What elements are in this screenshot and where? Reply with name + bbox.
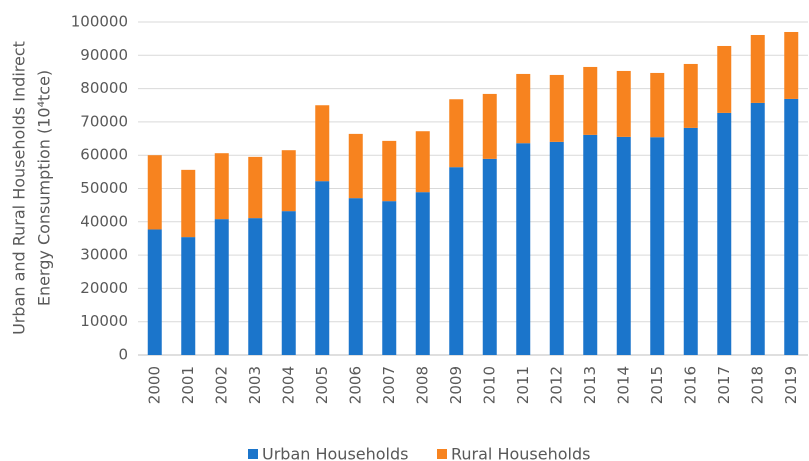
bar-segment	[449, 167, 464, 355]
x-tick-label: 2018	[748, 366, 766, 404]
y-tick-label: 50000	[80, 179, 128, 197]
x-tick-label: 2013	[581, 366, 599, 404]
y-tick-label: 0	[118, 346, 128, 364]
bar-segment	[415, 192, 430, 355]
bar-segment	[616, 70, 631, 137]
y-tick-label: 40000	[80, 212, 128, 230]
bar-segment	[549, 141, 564, 355]
bar-segment	[683, 127, 698, 355]
legend-label: Urban Households	[262, 445, 408, 461]
bar-segment	[750, 34, 765, 103]
y-axis-label: Urban and Rural Households Indirect	[10, 41, 29, 335]
bar-segment	[147, 155, 162, 230]
legend-swatch	[248, 449, 258, 459]
bar-segment	[516, 143, 531, 355]
bar-segment	[315, 105, 330, 182]
y-tick-label: 10000	[80, 312, 128, 330]
bar-segment	[214, 153, 229, 220]
bar-segment	[281, 150, 296, 212]
y-tick-label: 80000	[80, 79, 128, 97]
bar-segment	[147, 229, 162, 355]
bar-segment	[717, 45, 732, 113]
x-tick-label: 2017	[715, 366, 733, 404]
x-tick-label: 2015	[648, 366, 666, 404]
x-tick-label: 2008	[413, 366, 431, 404]
bar-segment	[281, 211, 296, 355]
y-tick-label: 20000	[80, 279, 128, 297]
x-tick-label: 2002	[212, 366, 230, 404]
bar-segment	[315, 181, 330, 355]
y-tick-label: 60000	[80, 146, 128, 164]
x-tick-label: 2010	[480, 366, 498, 404]
bar-segment	[650, 137, 665, 355]
bar-segment	[482, 93, 497, 159]
legend-label: Rural Households	[451, 445, 590, 461]
bar-segment	[784, 98, 799, 355]
bar-segment	[382, 201, 397, 355]
bar-segment	[650, 72, 665, 138]
bar-segment	[717, 112, 732, 355]
bar-segment	[616, 136, 631, 355]
x-tick-label: 2012	[547, 366, 565, 404]
bar-segment	[348, 133, 363, 199]
bar-segment	[482, 158, 497, 355]
y-tick-label: 70000	[80, 112, 128, 130]
bar-segment	[248, 218, 263, 355]
bar-segment	[583, 66, 598, 135]
x-tick-label: 2003	[246, 366, 264, 404]
bar-segment	[382, 140, 397, 202]
bar-segment	[750, 102, 765, 355]
x-tick-label: 2001	[179, 366, 197, 404]
x-tick-label: 2011	[514, 366, 532, 404]
bar-segment	[415, 131, 430, 193]
x-tick-label: 2016	[681, 366, 699, 404]
bar-segment	[248, 156, 263, 219]
y-tick-label: 100000	[71, 13, 128, 31]
bar-segment	[583, 134, 598, 355]
bar-segment	[449, 99, 464, 168]
bar-segment	[784, 31, 799, 99]
x-tick-label: 2006	[346, 366, 364, 404]
bar-segment	[348, 198, 363, 355]
bar-segment	[516, 73, 531, 144]
y-axis-label: Energy Consumption (10⁴tce)	[35, 70, 54, 306]
x-tick-label: 2000	[145, 366, 163, 404]
x-tick-label: 2019	[782, 366, 800, 404]
bar-segment	[214, 219, 229, 355]
x-tick-label: 2004	[279, 366, 297, 404]
bar-segment	[549, 74, 564, 142]
bar-segment	[683, 63, 698, 128]
legend-swatch	[437, 449, 447, 459]
bar-segment	[181, 237, 196, 355]
x-tick-label: 2014	[614, 366, 632, 404]
y-tick-label: 30000	[80, 246, 128, 264]
x-tick-label: 2007	[380, 366, 398, 404]
x-tick-label: 2009	[447, 366, 465, 404]
bar-segment	[181, 169, 196, 238]
x-tick-label: 2005	[313, 366, 331, 404]
y-tick-label: 90000	[80, 46, 128, 64]
